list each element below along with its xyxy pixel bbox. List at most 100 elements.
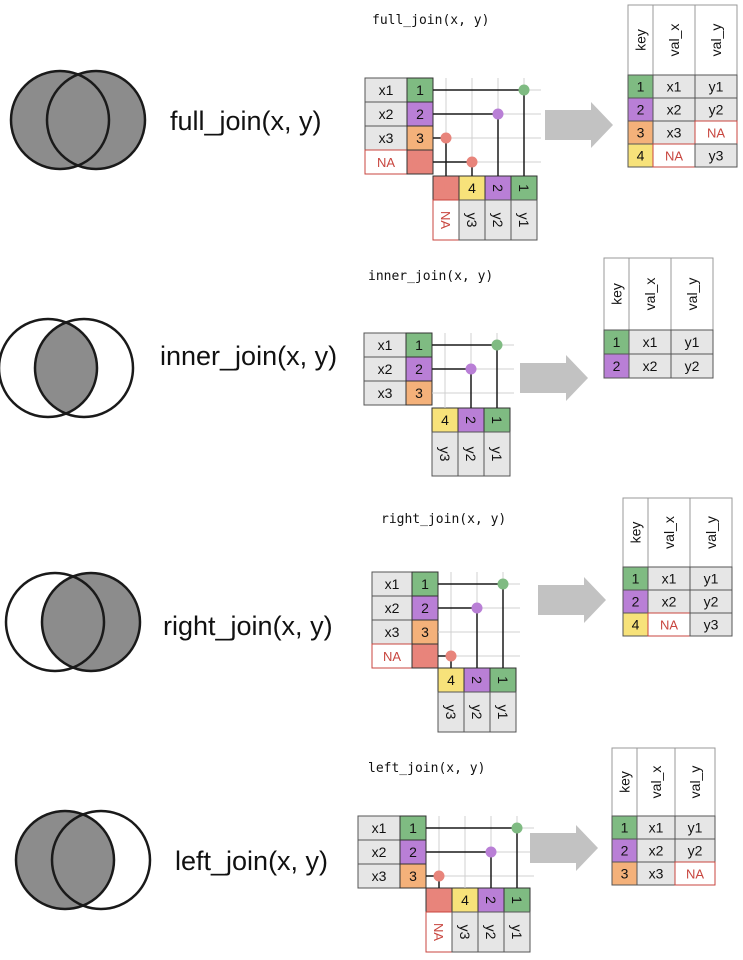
y-key-text: 4 [461, 892, 469, 908]
result-cell-text: 4 [632, 617, 640, 633]
result-row: 1 x1 y1 [611, 815, 716, 840]
match-dot [497, 578, 509, 590]
match-dot [485, 846, 497, 858]
left-join-lines [426, 816, 534, 888]
result-row: 4 NA y3 [622, 612, 733, 637]
venn-right-circle [40, 571, 142, 673]
venn-right-fill [42, 573, 140, 671]
right-y-table: 4 y3 2 y2 1 y1 [437, 667, 517, 733]
y-key-text: 2 [463, 416, 479, 424]
result-row: 2 x2 y2 [627, 97, 738, 122]
result-cell-text: 4 [637, 148, 645, 164]
y-value-cell [451, 911, 479, 953]
venn-right-fill [47, 71, 145, 169]
x-value-text: NA [383, 649, 401, 664]
y-table-column: 4 y3 [431, 407, 459, 477]
result-header-text: key [633, 29, 649, 51]
x-table-row: NA NA [364, 149, 434, 175]
result-cell-text: x2 [643, 358, 658, 374]
x-table-row: NA NA [371, 643, 439, 669]
full-x-table: x1 1 x2 2 x3 3 NA NA [364, 77, 434, 175]
x-value-text: NA [377, 155, 395, 170]
result-cell-text: 1 [621, 820, 629, 836]
y-value-cell [484, 199, 512, 241]
inner-result-arrow [520, 355, 588, 401]
result-cell-text: y1 [685, 334, 700, 350]
result-cell-text: NA [686, 867, 704, 882]
x-value-text: x2 [372, 844, 387, 860]
result-cell-text: x2 [649, 843, 664, 859]
full-venn-diagram [9, 69, 147, 171]
result-cell-text: 3 [621, 866, 629, 882]
y-key-text: 1 [495, 676, 511, 684]
left-join-panel: left_join(x, y)left_join(x, y)x1 1x2 2x3 3N… [14, 747, 716, 953]
x-key-text: 2 [415, 361, 423, 377]
x-table-row: x3 3 [357, 863, 427, 889]
left-result-arrow [530, 825, 598, 871]
result-cell [670, 329, 714, 355]
result-row: 4 NA y3 [627, 143, 738, 168]
x-key-text: 1 [409, 820, 417, 836]
left-code-title: left_join(x, y) [368, 761, 485, 776]
y-key-text: 1 [516, 184, 532, 192]
inner-result-table: key val_x val_y 1 x1 y1 2 x2 y2 [603, 257, 714, 379]
y-table-column: 4 y3 [437, 667, 465, 733]
x-key-cell [411, 619, 439, 645]
x-value-text: x3 [378, 385, 393, 401]
x-value-cell [357, 863, 401, 889]
inner-y-table: 4 y3 2 y2 1 y1 [431, 407, 511, 477]
y-key-text: 2 [469, 676, 485, 684]
y-key-text: NA [436, 180, 456, 196]
x-key-text: NA [415, 648, 435, 664]
y-value-cell [510, 199, 538, 241]
result-row: 2 x2 y2 [611, 838, 716, 863]
y-key-text: NA [429, 892, 449, 908]
x-table-row: x3 3 [363, 380, 433, 406]
result-cell-text: y1 [704, 571, 719, 587]
result-header-text: key [617, 771, 633, 793]
x-value-text: x2 [378, 361, 393, 377]
result-cell-text: x1 [667, 79, 682, 95]
right-x-table: x1 1 x2 2 x3 3 NA NA [371, 571, 439, 669]
result-header-text: key [628, 522, 644, 544]
y-key-text: 2 [483, 896, 499, 904]
result-row: 2 x2 y2 [603, 353, 714, 379]
y-table-column: 4 y3 [451, 887, 479, 953]
y-value-text: y2 [463, 447, 479, 462]
full-join-panel: full_join(x, y) full_join(x, y) x1 1 x2 2 x3 3 N… [9, 4, 738, 241]
venn-left-circle [9, 69, 111, 171]
result-header-text: val_y [684, 278, 700, 311]
y-value-text: y3 [443, 705, 459, 720]
y-value-text: y3 [437, 447, 453, 462]
result-cell-text: y2 [688, 843, 703, 859]
right-result-arrow [538, 577, 606, 623]
y-table-column: NA NA [425, 887, 453, 953]
result-cell-text: x2 [667, 102, 682, 118]
match-dot [511, 822, 523, 834]
result-header-text: val_x [642, 278, 658, 311]
x-table-row: x2 2 [363, 356, 433, 382]
y-key-text: 4 [441, 412, 449, 428]
result-cell-text: 3 [637, 125, 645, 141]
match-dot [491, 339, 503, 351]
venn-right-circle [45, 69, 147, 171]
result-row: 3 x3 NA [611, 861, 716, 886]
x-value-text: x1 [385, 576, 400, 592]
y-value-cell [437, 691, 465, 733]
x-table-row: x2 2 [364, 101, 434, 127]
full-code-title: full_join(x, y) [372, 13, 489, 28]
x-table-row: x1 1 [364, 77, 434, 103]
result-cell-text: NA [665, 149, 683, 164]
venn-intersection-fill [35, 319, 97, 417]
y-table-column: NA NA [432, 175, 460, 241]
result-cell-text: x1 [662, 571, 677, 587]
x-table-row: x3 3 [371, 619, 439, 645]
right-code-title: right_join(x, y) [381, 512, 506, 527]
y-value-cell [425, 911, 453, 953]
inner-venn-label: inner_join(x, y) [160, 341, 337, 371]
left-y-table: NA NA 4 y3 2 y2 1 y1 [425, 887, 531, 953]
y-key-text: 4 [468, 180, 476, 196]
result-header-cell [622, 497, 649, 568]
result-cell-text: 1 [632, 571, 640, 587]
x-table-row: x1 1 [363, 332, 433, 358]
